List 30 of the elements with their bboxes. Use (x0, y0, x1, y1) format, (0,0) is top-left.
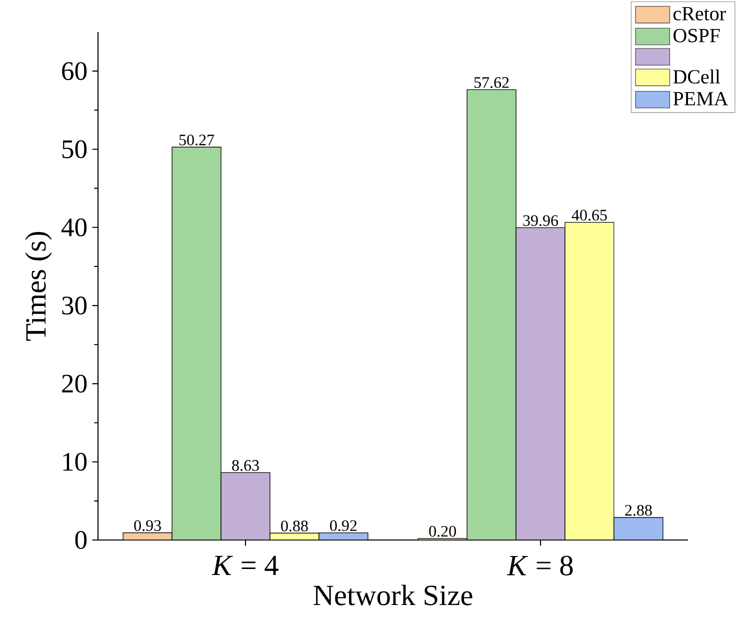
data-label: 50.27 (179, 134, 214, 146)
legend-label: OSPF (674, 28, 720, 42)
y-tick-label: 60 (62, 62, 87, 80)
data-label: 2.88 (625, 504, 652, 516)
y-tick-label: 0 (75, 531, 87, 549)
data-label: 0.88 (281, 520, 308, 532)
bar (564, 222, 614, 540)
data-label: 57.62 (474, 77, 509, 88)
data-label: 0.92 (330, 520, 357, 532)
y-tick-label: 20 (62, 374, 87, 393)
legend-label: PEMA (673, 92, 728, 106)
x-axis-title: Network Size (314, 584, 472, 606)
data-label: 0.93 (134, 520, 161, 532)
data-label: 0.20 (429, 526, 456, 537)
bar (220, 472, 270, 540)
bar (172, 146, 222, 540)
x-tick-label: K = 4 (212, 556, 278, 576)
bar (466, 89, 516, 540)
legend-label: cRetor (673, 7, 726, 20)
data-label: 40.65 (572, 210, 607, 221)
y-tick-label: 50 (62, 140, 87, 158)
y-tick-label: 30 (62, 296, 87, 315)
legend-label: DCell (673, 69, 720, 84)
data-label: 8.63 (232, 460, 259, 471)
y-axis-title: Times (s) (25, 232, 52, 341)
data-label: 39.96 (523, 215, 558, 226)
bar (516, 227, 566, 540)
x-tick-label: K = 8 (506, 556, 573, 576)
y-tick-label: 40 (61, 218, 87, 236)
y-tick-label: 10 (63, 452, 87, 471)
